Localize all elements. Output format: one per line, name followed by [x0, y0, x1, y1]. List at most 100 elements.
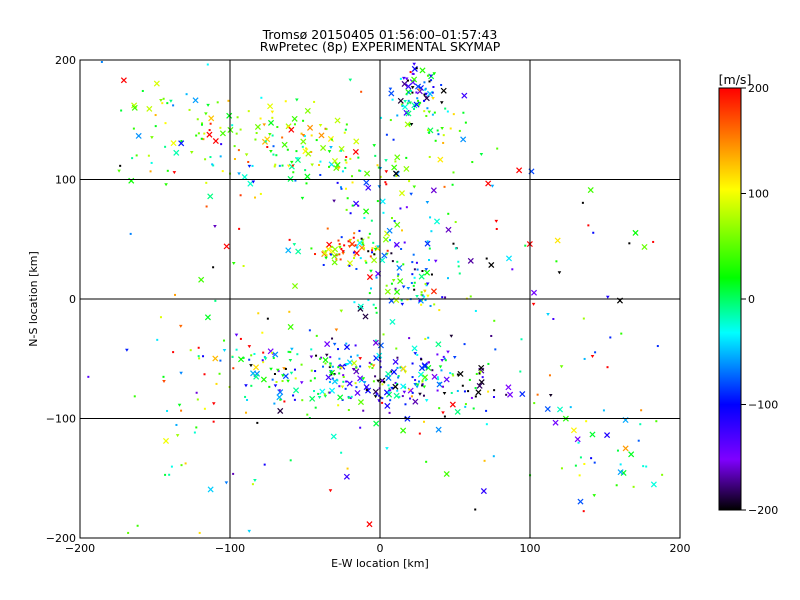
data-point-dot: [616, 449, 619, 452]
data-point-dot: [253, 352, 256, 355]
data-point-triangle: [325, 353, 329, 357]
data-point-triangle: [410, 86, 415, 90]
data-point-dot: [293, 398, 296, 401]
data-point-triangle: [440, 358, 444, 362]
data-point-triangle: [440, 127, 444, 131]
data-point-dot: [221, 170, 224, 173]
y-tick-label: −200: [46, 532, 76, 545]
data-point-dot: [351, 175, 354, 178]
data-point-dot: [485, 409, 488, 412]
data-point-dot: [340, 236, 343, 239]
data-point-dot: [329, 356, 332, 359]
data-point-cross: [402, 103, 409, 111]
data-point-dot: [273, 372, 276, 375]
data-point-triangle: [401, 285, 406, 289]
data-point-dot: [385, 183, 388, 186]
data-point-dot: [436, 389, 439, 392]
data-point-dot: [255, 132, 258, 135]
data-point-triangle: [400, 302, 405, 306]
data-point-dot: [440, 369, 443, 372]
data-point-triangle: [439, 101, 444, 105]
data-point-dot: [127, 531, 130, 534]
data-point-dot: [315, 354, 318, 357]
data-point-dot: [216, 101, 219, 104]
data-point-dot: [407, 91, 410, 94]
data-point-cross: [366, 521, 373, 528]
data-point-dot: [533, 402, 536, 405]
data-point-dot: [244, 395, 247, 398]
data-point-triangle: [309, 355, 314, 359]
data-point-triangle: [390, 386, 394, 390]
data-point-cross: [467, 257, 474, 264]
data-point-dot: [279, 398, 282, 401]
data-point-dot: [291, 164, 294, 167]
data-point-triangle: [415, 385, 419, 389]
colorbar-tick-label: 100: [748, 188, 769, 201]
data-point-dot: [223, 339, 226, 342]
data-point-triangle: [178, 324, 183, 328]
data-point-dot: [367, 250, 370, 253]
data-point-dot: [349, 397, 352, 400]
data-point-dot: [340, 247, 343, 250]
data-point-dot: [652, 240, 655, 243]
data-point-dot: [344, 364, 347, 367]
data-point-dot: [420, 358, 423, 361]
data-point-cross: [153, 80, 160, 87]
data-point-dot: [314, 370, 317, 373]
data-point-dot: [263, 463, 266, 466]
data-point-triangle: [159, 98, 163, 102]
data-point-triangle: [310, 163, 314, 167]
data-point-dot: [345, 161, 348, 164]
data-point-cross: [392, 383, 399, 390]
data-point-triangle: [286, 125, 290, 129]
data-point-triangle: [244, 153, 249, 157]
data-point-triangle: [433, 259, 438, 263]
data-point-dot: [232, 472, 235, 475]
data-point-cross: [423, 95, 430, 102]
data-point-cross: [604, 432, 611, 439]
data-point-dot: [422, 394, 425, 397]
data-point-triangle: [125, 348, 129, 352]
data-point-dot: [405, 206, 408, 209]
data-point-dot: [303, 135, 306, 138]
data-point-dot: [449, 372, 452, 375]
data-point-cross: [358, 244, 365, 251]
data-point-dot: [300, 363, 303, 366]
data-point-triangle: [263, 357, 268, 361]
data-point-cross: [365, 387, 372, 394]
data-point-cross: [170, 140, 177, 147]
data-point-cross: [398, 190, 405, 197]
data-point-dot: [428, 258, 431, 261]
data-point-dot: [273, 402, 276, 405]
data-point-dot: [582, 510, 585, 513]
data-point-dot: [348, 239, 351, 242]
data-point-dot: [609, 336, 612, 339]
data-point-triangle: [404, 77, 409, 81]
data-point-dot: [463, 343, 466, 346]
data-point-dot: [345, 342, 348, 345]
data-point-dot: [409, 397, 412, 400]
data-point-cross: [363, 179, 370, 186]
data-point-dot: [209, 122, 212, 125]
data-point-dot: [288, 310, 291, 313]
data-point-cross: [351, 360, 358, 367]
data-point-triangle: [377, 185, 382, 189]
data-point-triangle: [211, 402, 216, 406]
data-point-triangle: [341, 251, 345, 255]
data-point-cross: [641, 243, 648, 250]
data-point-dot: [418, 103, 421, 106]
data-point-dot: [560, 467, 563, 470]
data-point-triangle: [224, 481, 229, 485]
data-point-dot: [426, 129, 429, 132]
data-point-dot: [162, 97, 165, 100]
data-point-cross: [198, 276, 205, 283]
data-point-dot: [310, 150, 313, 153]
data-point-cross: [384, 402, 391, 409]
data-point-dot: [397, 273, 400, 276]
data-point-dot: [271, 351, 274, 354]
data-point-dot: [251, 164, 254, 167]
data-point-dot: [188, 108, 191, 111]
data-point-dot: [415, 91, 418, 94]
data-point-dot: [328, 165, 331, 168]
data-point-dot: [349, 157, 352, 160]
